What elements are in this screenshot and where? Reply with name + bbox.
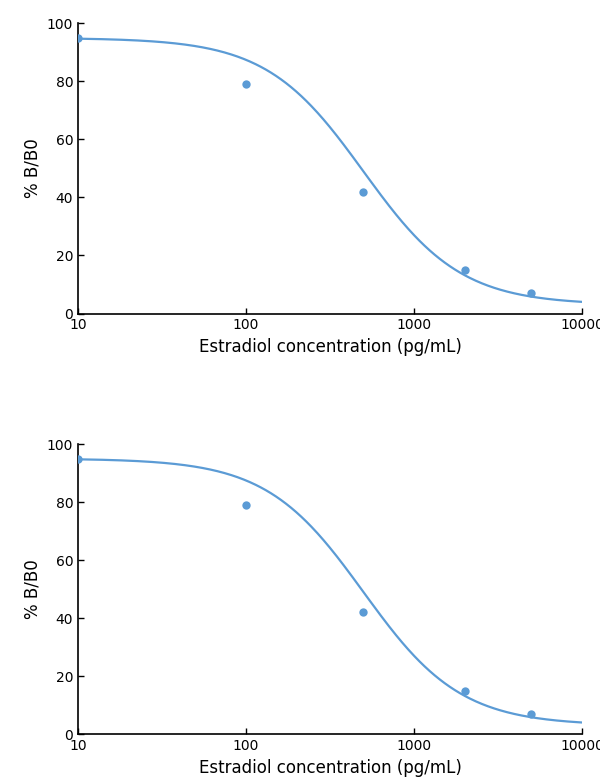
Y-axis label: % B/B0: % B/B0 [23,138,41,198]
Y-axis label: % B/B0: % B/B0 [23,559,41,619]
X-axis label: Estradiol concentration (pg/mL): Estradiol concentration (pg/mL) [199,338,461,356]
X-axis label: Estradiol concentration (pg/mL): Estradiol concentration (pg/mL) [199,758,461,776]
